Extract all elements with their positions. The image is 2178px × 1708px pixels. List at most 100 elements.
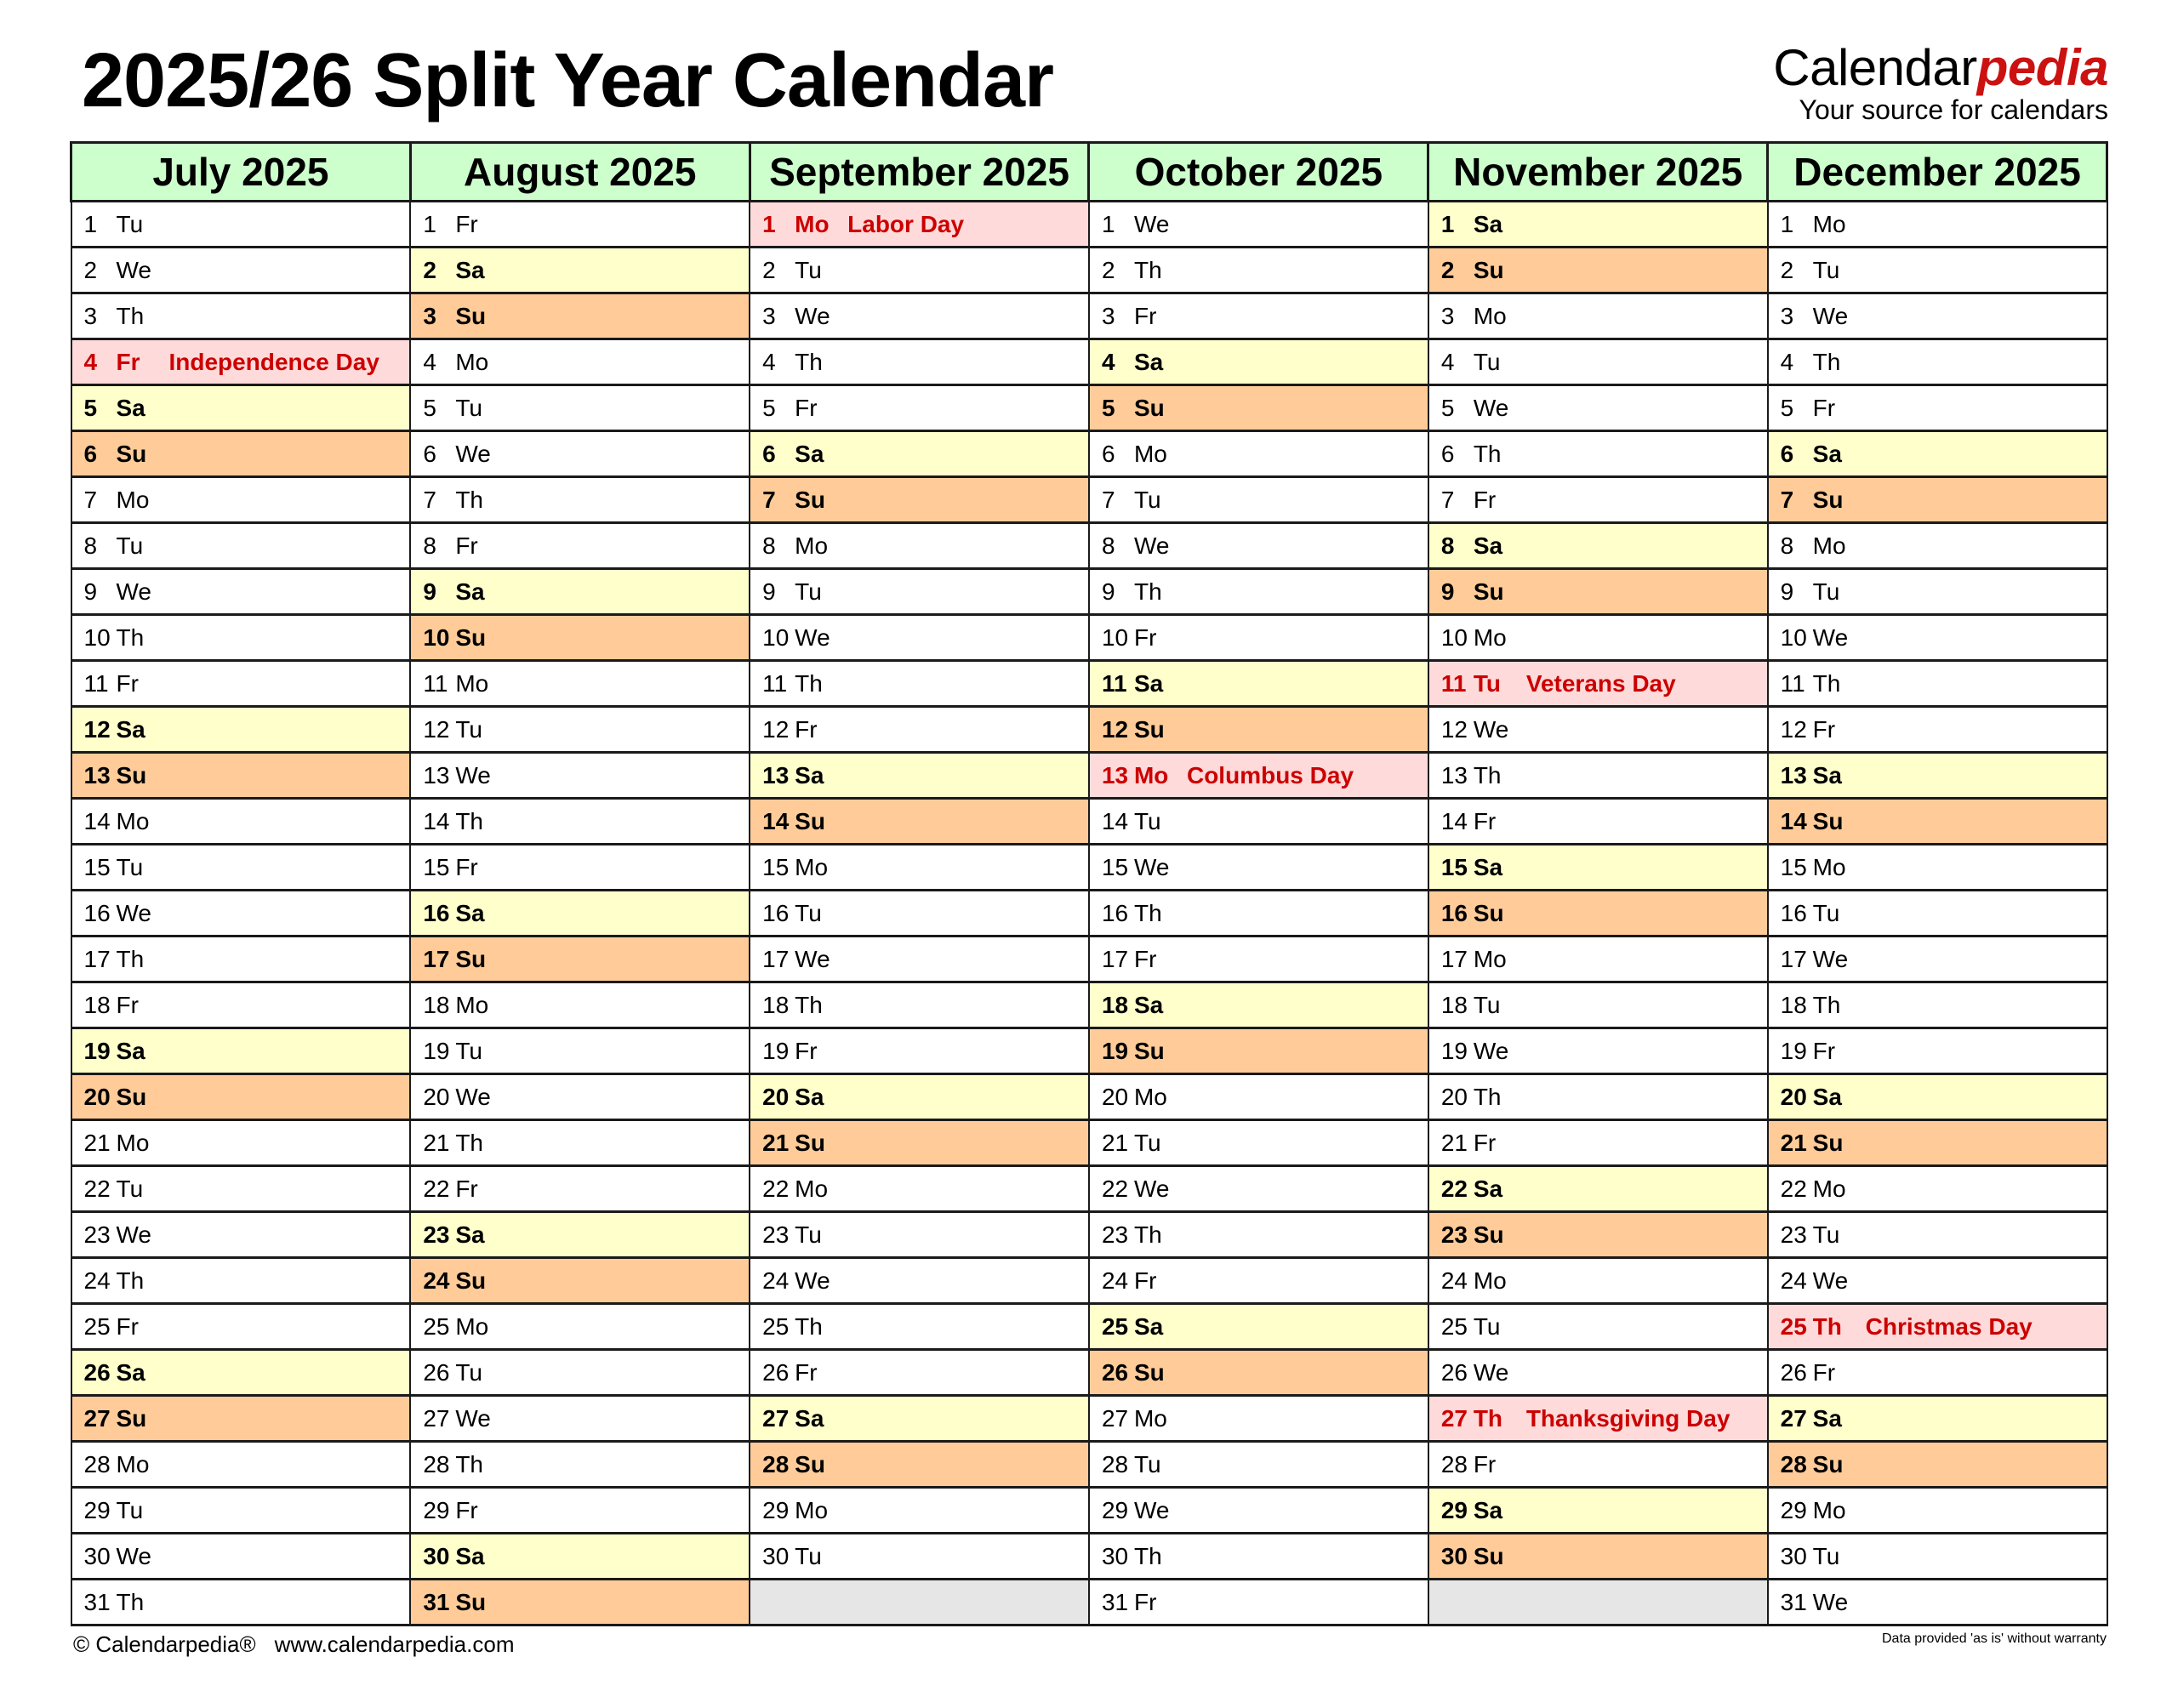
day-number: 29 [1101, 1496, 1129, 1523]
weekday: Fr [1133, 1267, 1157, 1294]
weekday: Fr [1473, 1450, 1497, 1477]
day-cell: 13 We [409, 751, 751, 800]
calendar-row: 7 Mo 7 Th 7 Su 7 Tu 7 Fr 7 Su [70, 475, 2108, 524]
day-cell: 11 Th [749, 659, 1090, 708]
day-number: 6 [1101, 440, 1115, 467]
day-cell: 17 Mo [1427, 935, 1769, 983]
day-number: 27 [83, 1404, 111, 1432]
day-number: 31 [1780, 1588, 1807, 1615]
day-number: 27 [1780, 1404, 1807, 1432]
day-number: 14 [423, 807, 450, 834]
day-number: 7 [1440, 486, 1455, 513]
calendar-row: 18 Fr 18 Mo 18 Th 18 Sa 18 Tu 18 Th [70, 981, 2108, 1029]
calendar-row: 9 We 9 Sa 9 Tu 9 Th 9 Su 9 Tu [70, 567, 2108, 616]
holiday-name: Labor Day [847, 210, 965, 237]
day-number: 4 [83, 348, 98, 375]
day-cell: 5 Fr [1766, 384, 2108, 432]
day-cell: 18 Tu [1427, 981, 1769, 1029]
weekday: Su [455, 1588, 487, 1615]
day-number: 8 [1440, 532, 1455, 559]
day-cell: 25 Sa [1087, 1302, 1429, 1351]
calendar-row: 14 Mo 14 Th 14 Su 14 Tu 14 Fr 14 Su [70, 797, 2108, 845]
day-cell: 20 Su [70, 1073, 412, 1121]
day-number: 25 [1780, 1312, 1807, 1340]
day-cell: 8 We [1087, 521, 1429, 570]
day-cell: 13 Th [1427, 751, 1769, 800]
page-title: 2025/26 Split Year Calendar [82, 38, 1054, 123]
weekday: Tu [1812, 1221, 1840, 1248]
weekday: Th [1473, 1083, 1502, 1110]
weekday: We [795, 945, 830, 972]
day-cell: 14 Th [409, 797, 751, 845]
disclaimer-text: Data provided 'as is' without warranty [1881, 1631, 2107, 1646]
day-number: 31 [423, 1588, 450, 1615]
weekday: Tu [116, 1175, 144, 1202]
weekday: Sa [1473, 853, 1503, 880]
day-cell: 21 Su [749, 1119, 1090, 1167]
day-cell: 20 Th [1427, 1073, 1769, 1121]
day-cell: 17 We [749, 935, 1090, 983]
weekday: Su [1812, 486, 1844, 513]
day-number: 9 [1440, 578, 1455, 605]
footer-left: © Calendarpedia® www.calendarpedia.com [73, 1631, 514, 1658]
day-cell: 25 Mo [409, 1302, 751, 1351]
day-number: 17 [1101, 945, 1129, 972]
holiday-name: Thanksgiving Day [1525, 1404, 1730, 1432]
weekday: Su [1473, 899, 1504, 926]
day-cell: 2 Tu [1766, 246, 2108, 294]
calendar-row: 28 Mo 28 Th 28 Su 28 Tu 28 Fr 28 Su [70, 1440, 2108, 1489]
calendarpedia-logo[interactable]: Calendarpedia Your source for calendars [1773, 41, 2108, 125]
day-cell: 28 Th [409, 1440, 751, 1489]
weekday: Fr [1473, 1129, 1497, 1156]
weekday: Sa [1133, 991, 1164, 1018]
weekday: Mo [1812, 853, 1846, 880]
day-number: 31 [1101, 1588, 1129, 1615]
day-cell: 22 We [1087, 1164, 1429, 1213]
day-cell: 3 Th [70, 292, 412, 340]
day-number: 11 [83, 669, 109, 697]
day-number: 14 [1440, 807, 1468, 834]
calendar-row: 26 Sa 26 Tu 26 Fr 26 Su 26 We 26 Fr [70, 1348, 2108, 1397]
day-number: 26 [423, 1358, 450, 1386]
weekday: Sa [1812, 1404, 1842, 1432]
month-header-row: July 2025 August 2025 September 2025 Octobe… [70, 141, 2108, 202]
holiday-cell: 1 Mo Labor Day [749, 200, 1090, 248]
weekday: Su [455, 623, 487, 651]
day-number: 29 [423, 1496, 450, 1523]
day-number: 23 [423, 1221, 450, 1248]
day-number: 5 [762, 394, 776, 421]
weekday: Fr [1473, 807, 1497, 834]
weekday: Su [1473, 578, 1504, 605]
day-cell: 7 Th [409, 475, 751, 524]
logo-tagline: Your source for calendars [1799, 94, 2108, 125]
day-cell: 30 Tu [1766, 1532, 2108, 1580]
day-number: 16 [423, 899, 450, 926]
day-number: 20 [83, 1083, 111, 1110]
day-cell: 23 We [70, 1210, 412, 1259]
day-cell: 29 Mo [749, 1486, 1090, 1534]
holiday-cell: 4 Fr Independence Day [70, 338, 412, 386]
weekday: Su [1812, 1450, 1844, 1477]
day-cell: 16 Th [1087, 889, 1429, 937]
weekday: Sa [1473, 532, 1503, 559]
day-cell: 2 Th [1087, 246, 1429, 294]
weekday: Sa [116, 394, 145, 421]
day-number: 30 [762, 1542, 790, 1569]
website-link[interactable]: www.calendarpedia.com [274, 1631, 515, 1657]
day-number: 14 [1780, 807, 1807, 834]
day-cell: 17 We [1766, 935, 2108, 983]
day-number: 16 [1440, 899, 1468, 926]
day-number: 15 [762, 853, 790, 880]
weekday: Th [455, 486, 484, 513]
day-number: 21 [83, 1129, 111, 1156]
day-number: 8 [762, 532, 776, 559]
day-cell: 21 Su [1766, 1119, 2108, 1167]
day-cell: 4 Mo [409, 338, 751, 386]
day-cell: 10 Su [409, 613, 751, 662]
weekday: Fr [795, 1037, 818, 1064]
day-number: 9 [762, 578, 776, 605]
day-cell: 2 Sa [409, 246, 751, 294]
weekday: Sa [795, 1083, 824, 1110]
day-number: 2 [423, 256, 436, 283]
day-cell: 29 Fr [409, 1486, 751, 1534]
